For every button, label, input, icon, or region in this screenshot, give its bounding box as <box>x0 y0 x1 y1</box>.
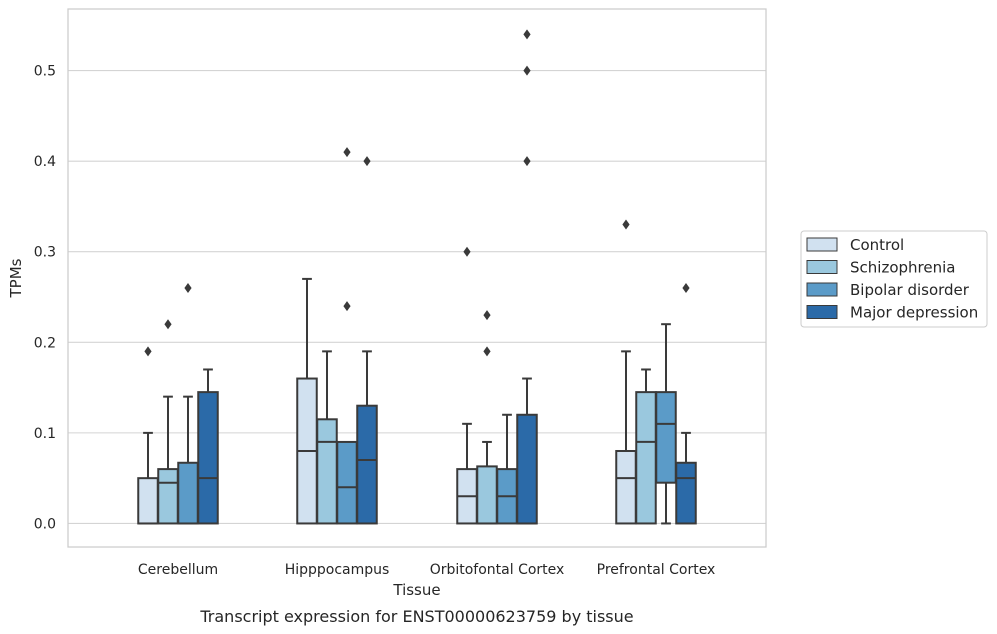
y-tick-label: 0.5 <box>34 64 56 80</box>
box-control <box>615 219 637 525</box>
box-body <box>516 413 538 525</box>
outlier-point <box>343 147 351 158</box>
box-major-depression <box>675 282 697 525</box>
box-bipolar-disorder <box>496 413 518 525</box>
outlier-point <box>523 65 531 76</box>
outlier-point <box>682 282 690 293</box>
outlier-point <box>144 346 152 357</box>
legend: Control Schizophrenia Bipolar disorder Majo… <box>800 230 988 328</box>
box-body <box>157 468 179 525</box>
y-tick-label: 0.4 <box>34 154 56 170</box>
y-tick-label: 0.1 <box>34 426 56 442</box>
legend-swatch <box>806 237 838 252</box>
outlier-point <box>463 246 471 257</box>
box-schizophrenia <box>157 319 179 525</box>
y-axis-ticks: 0.0 0.1 0.2 0.3 0.4 0.5 <box>34 64 56 533</box>
y-tick-label: 0.0 <box>34 516 56 532</box>
outlier-point <box>483 346 491 357</box>
box-schizophrenia <box>635 368 657 525</box>
x-tick-label: Prefrontal Cortex <box>597 562 716 578</box>
legend-swatch <box>806 282 838 297</box>
outlier-point <box>363 156 371 167</box>
x-tick-label: Orbitofontal Cortex <box>430 562 565 578</box>
box-major-depression <box>197 368 219 525</box>
x-axis-ticks: Cerebellum Hipppocampus Orbitofontal Corte… <box>138 562 715 578</box>
box-control <box>456 246 478 525</box>
legend-label: Major depression <box>850 304 978 322</box>
outlier-point <box>483 310 491 321</box>
outlier-point <box>523 156 531 167</box>
box-major-depression <box>356 156 378 525</box>
legend-label: Schizophrenia <box>850 259 955 277</box>
chart-caption: Transcript expression for ENST0000062375… <box>199 607 633 626</box>
box-body <box>476 465 498 525</box>
box-body <box>655 391 677 484</box>
y-tick-label: 0.3 <box>34 245 56 261</box>
box-body <box>635 391 657 525</box>
outlier-point <box>622 219 630 230</box>
box-bipolar-disorder <box>177 282 199 525</box>
box-body <box>137 477 159 525</box>
box-bipolar-disorder <box>655 323 677 525</box>
box-body <box>675 461 697 525</box>
outlier-point <box>343 301 351 312</box>
x-axis-title: Tissue <box>392 581 440 599</box>
x-tick-label: Cerebellum <box>138 562 218 578</box>
legend-label: Bipolar disorder <box>850 281 970 299</box>
box-body <box>615 449 637 525</box>
box-major-depression <box>516 29 538 525</box>
box-schizophrenia <box>476 310 498 525</box>
box-body <box>316 418 338 525</box>
box-body <box>356 404 378 525</box>
box-body <box>336 440 358 525</box>
legend-swatch <box>806 305 838 319</box>
boxes <box>137 29 697 525</box>
legend-label: Control <box>850 236 904 254</box>
box-body <box>177 461 199 525</box>
outlier-point <box>523 29 531 40</box>
y-axis-title: TPMs <box>7 258 25 298</box>
box-control <box>296 277 318 525</box>
x-tick-label: Hipppocampus <box>285 562 390 578</box>
plot-frame <box>67 8 767 548</box>
box-schizophrenia <box>316 350 338 525</box>
outlier-point <box>164 319 172 330</box>
y-tick-label: 0.2 <box>34 335 56 351</box>
box-control <box>137 346 159 525</box>
outlier-point <box>184 282 192 293</box>
box-body <box>197 391 219 525</box>
legend-swatch <box>806 260 838 274</box>
box-bipolar-disorder <box>336 147 358 525</box>
legend-frame <box>800 230 988 328</box>
